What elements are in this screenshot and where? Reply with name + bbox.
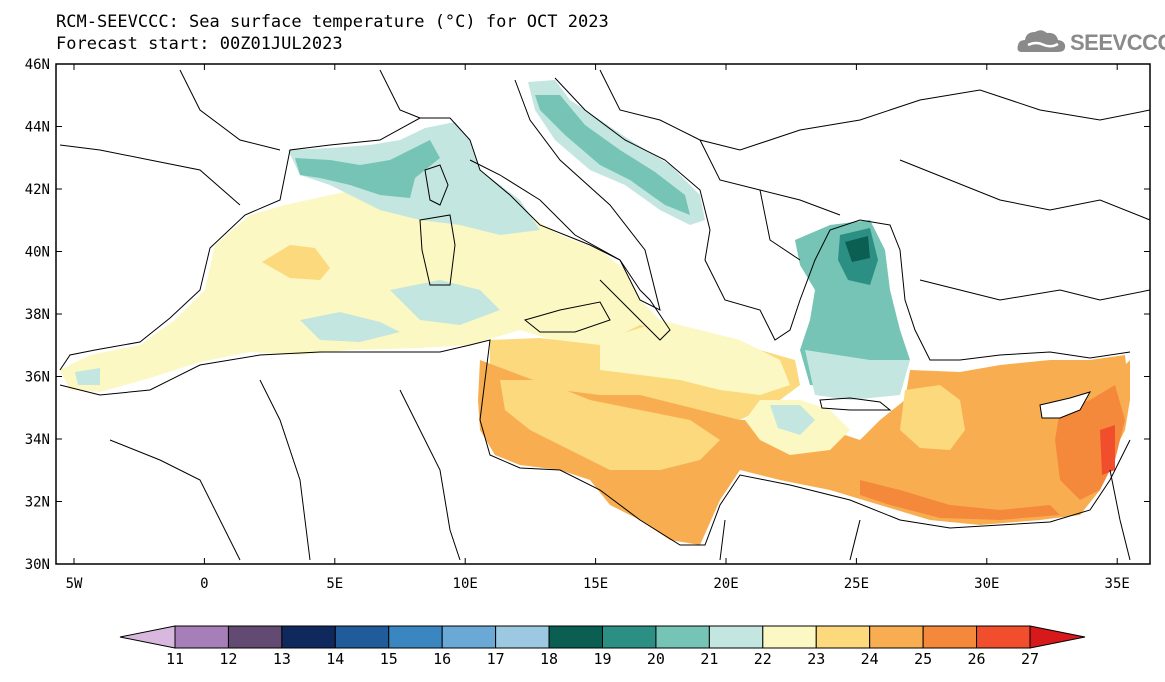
lon-tick-label: 5W bbox=[66, 576, 83, 592]
colorbar-swatch bbox=[656, 626, 709, 648]
colorbar-label: 21 bbox=[700, 650, 718, 668]
colorbar-label: 22 bbox=[754, 650, 772, 668]
lat-tick-label: 30N bbox=[25, 557, 50, 573]
colorbar-swatch bbox=[763, 626, 816, 648]
lon-tick-label: 35E bbox=[1105, 576, 1130, 592]
colorbar-label: 16 bbox=[433, 650, 451, 668]
lon-tick-label: 5E bbox=[326, 576, 343, 592]
colorbar-label: 13 bbox=[273, 650, 291, 668]
lat-tick-label: 40N bbox=[25, 245, 50, 261]
colorbar-swatch bbox=[603, 626, 656, 648]
colorbar-swatch bbox=[335, 626, 388, 648]
lat-tick-label: 46N bbox=[25, 57, 50, 73]
colorbar-swatch bbox=[709, 626, 762, 648]
lat-tick-label: 44N bbox=[25, 120, 50, 136]
lon-tick-label: 15E bbox=[583, 576, 608, 592]
sea-fill bbox=[60, 80, 1130, 545]
colorbar-swatch bbox=[923, 626, 976, 648]
lon-tick-label: 20E bbox=[713, 576, 738, 592]
colorbar-swatch bbox=[549, 626, 602, 648]
colorbar-label: 11 bbox=[166, 650, 184, 668]
lat-tick-label: 38N bbox=[25, 307, 50, 323]
colorbar-swatch bbox=[977, 626, 1030, 648]
colorbar-swatch bbox=[175, 626, 228, 648]
lon-tick-label: 25E bbox=[844, 576, 869, 592]
colorbar-label: 19 bbox=[593, 650, 611, 668]
colorbar-swatch bbox=[389, 626, 442, 648]
colorbar-high-arrow bbox=[1030, 626, 1085, 648]
lat-tick-label: 32N bbox=[25, 495, 50, 511]
colorbar-label: 24 bbox=[861, 650, 879, 668]
lat-tick-label: 36N bbox=[25, 370, 50, 386]
lat-tick-label: 34N bbox=[25, 432, 50, 448]
colorbar-label: 12 bbox=[219, 650, 237, 668]
colorbar-swatch bbox=[870, 626, 923, 648]
colorbar-swatch bbox=[282, 626, 335, 648]
colorbar bbox=[120, 626, 1085, 648]
colorbar-label: 26 bbox=[968, 650, 986, 668]
lon-tick-label: 0 bbox=[200, 576, 208, 592]
colorbar-swatch bbox=[496, 626, 549, 648]
map-figure: 30N 32N 34N 36N 38N 40N 42N 44N 46N 5W 0 5E 10E 15E 2… bbox=[0, 0, 1165, 682]
colorbar-label: 14 bbox=[326, 650, 344, 668]
colorbar-label: 23 bbox=[807, 650, 825, 668]
lon-tick-label: 30E bbox=[974, 576, 999, 592]
colorbar-label: 27 bbox=[1021, 650, 1039, 668]
colorbar-label: 25 bbox=[914, 650, 932, 668]
colorbar-swatch bbox=[442, 626, 495, 648]
colorbar-label: 15 bbox=[380, 650, 398, 668]
colorbar-swatch bbox=[228, 626, 281, 648]
lon-tick-label: 10E bbox=[453, 576, 478, 592]
colorbar-low-arrow bbox=[120, 626, 175, 648]
colorbar-swatch bbox=[816, 626, 869, 648]
lat-tick-label: 42N bbox=[25, 182, 50, 198]
colorbar-label: 20 bbox=[647, 650, 665, 668]
colorbar-label: 17 bbox=[487, 650, 505, 668]
colorbar-label: 18 bbox=[540, 650, 558, 668]
